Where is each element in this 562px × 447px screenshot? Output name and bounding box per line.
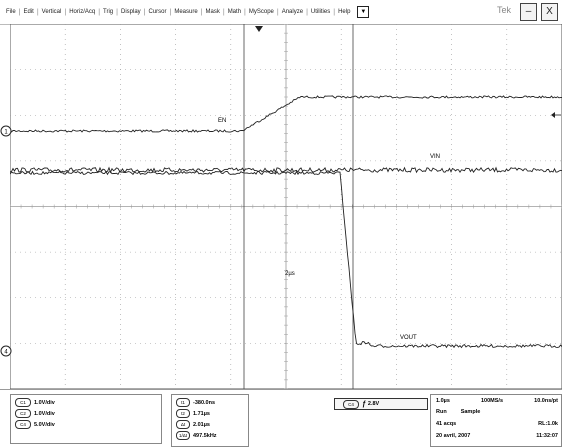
menu-separator: | <box>64 8 67 16</box>
resolution: 10.0ns/pt <box>534 398 558 404</box>
label-en: EN <box>218 118 226 124</box>
close-button[interactable]: X <box>541 3 558 21</box>
channel-readout-c1[interactable]: C1 1.0V/div <box>15 398 55 407</box>
menu-separator: | <box>200 8 203 16</box>
menu-measure[interactable]: Measure <box>174 9 198 15</box>
menu-list: File | Edit | Vertical | Horiz/Acq | Trig | D… <box>3 6 370 18</box>
horizontal-scale: 1.0µs <box>436 398 450 404</box>
channel-readout-c4[interactable]: C4 5.0V/div <box>15 420 55 429</box>
trigger-channel-badge: C4 <box>343 399 359 409</box>
help-dropdown-icon[interactable]: ▼ <box>357 6 370 18</box>
trigger-slope-icon: ƒ <box>362 400 366 408</box>
menu-math[interactable]: Math <box>227 9 242 15</box>
menu-horiz-acq[interactable]: Horiz/Acq <box>69 9 96 15</box>
cursor-value: 497.5kHz <box>193 432 217 439</box>
label-vin: VIN <box>430 154 440 160</box>
menu-separator: | <box>143 8 146 16</box>
cursor-badge: t2 <box>176 409 190 418</box>
trigger-readout[interactable]: C4 ƒ 2.8V <box>334 398 428 410</box>
menu-separator: | <box>169 8 172 16</box>
trace-vout <box>10 170 562 349</box>
trace-vin <box>10 166 562 174</box>
channel-badge: C2 <box>15 409 31 418</box>
cursor-readout-dt[interactable]: Δt 2.01µs <box>176 420 210 429</box>
menu-analyze[interactable]: Analyze <box>281 9 304 15</box>
cursor-readout-t1[interactable]: t1 -380.0ns <box>176 398 215 407</box>
channel-readout-box <box>10 394 162 444</box>
menu-file[interactable]: File <box>6 9 16 15</box>
cursor-badge: t1 <box>176 398 190 407</box>
menu-cursor[interactable]: Cursor <box>148 9 167 15</box>
label-vout: VOUT <box>400 335 417 341</box>
label-cursor-span: 2µs <box>285 271 295 277</box>
channel-scale: 1.0V/div <box>34 410 55 417</box>
ch1-marker[interactable]: 1 <box>0 124 14 138</box>
menu-edit[interactable]: Edit <box>23 9 34 15</box>
channel-badge: C4 <box>15 420 31 429</box>
menu-trig[interactable]: Trig <box>103 9 114 15</box>
menu-separator: | <box>18 8 21 16</box>
acq-count: 41 acqs <box>436 421 457 427</box>
readout-panel: C1 1.0V/div C2 1.0V/div C4 5.0V/div t1 -… <box>0 389 562 447</box>
menu-bar: File | Edit | Vertical | Horiz/Acq | Trig | D… <box>0 0 562 25</box>
date: 20 avril, 2007 <box>436 433 471 439</box>
menu-separator: | <box>98 8 101 16</box>
menu-separator: | <box>276 8 279 16</box>
menu-separator: | <box>222 8 225 16</box>
trigger-position-icon[interactable] <box>255 26 263 32</box>
cursor-badge: 1/Δt <box>176 431 190 440</box>
menu-separator: | <box>36 8 39 16</box>
menu-separator: | <box>116 8 118 16</box>
time: 11:32:07 <box>536 433 558 439</box>
menu-separator: | <box>244 8 246 16</box>
menu-mask[interactable]: Mask <box>205 9 220 15</box>
acq-mode: Sample <box>460 409 481 415</box>
channel-scale: 1.0V/div <box>34 399 55 406</box>
trigger-level-arrow-icon <box>551 112 555 118</box>
tek-logo: Tek <box>497 5 512 15</box>
ch1-marker-label: 1 <box>4 130 8 136</box>
acq-state: Run <box>436 409 447 415</box>
minimize-button[interactable]: – <box>520 3 537 21</box>
waveform-display[interactable]: EN VIN VOUT 2µs <box>10 24 562 389</box>
trigger-level: 2.8V <box>367 401 380 407</box>
menu-utilities[interactable]: Utilities <box>310 9 331 15</box>
menu-vertical[interactable]: Vertical <box>41 9 62 15</box>
sample-rate: 100MS/s <box>481 398 504 404</box>
cursor-value: -380.0ns <box>193 399 216 406</box>
cursor-value: 2.01µs <box>193 421 210 428</box>
menu-display[interactable]: Display <box>120 9 141 15</box>
cursor-readout-freq[interactable]: 1/Δt 497.5kHz <box>176 431 217 440</box>
horizontal-readout[interactable]: 1.0µs 100MS/s 10.0ns/pt Run Sample 41 ac… <box>433 396 560 444</box>
cursor-readout-t2[interactable]: t2 1.71µs <box>176 409 210 418</box>
channel-scale: 5.0V/div <box>34 421 55 428</box>
menu-separator: | <box>333 8 336 16</box>
ch4-marker-label: 4 <box>4 350 8 356</box>
channel-readout-c2[interactable]: C2 1.0V/div <box>15 409 55 418</box>
cursor-badge: Δt <box>176 420 190 429</box>
graticule-grid <box>10 24 562 389</box>
trace-en <box>10 95 562 133</box>
menu-help[interactable]: Help <box>338 9 351 15</box>
menu-separator: | <box>306 8 308 16</box>
record-length: RL:1.0k <box>538 421 558 427</box>
cursor-value: 1.71µs <box>193 410 210 417</box>
channel-badge: C1 <box>15 398 31 407</box>
ch4-marker[interactable]: 4 <box>0 344 14 358</box>
menu-myscope[interactable]: MyScope <box>248 9 274 15</box>
